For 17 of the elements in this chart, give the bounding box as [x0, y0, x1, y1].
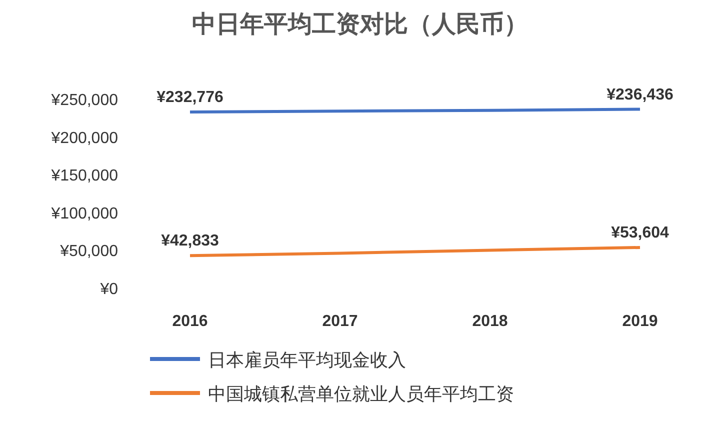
x-tick-label: 2018 [472, 313, 508, 330]
chart-title: 中日年平均工资对比（人民币） [192, 11, 528, 38]
y-tick-label: ¥150,000 [50, 168, 118, 185]
x-tick-label: 2016 [172, 313, 208, 330]
x-tick-label: 2019 [622, 313, 658, 330]
data-label: ¥42,833 [161, 232, 220, 250]
legend-label: 中国城镇私营单位就业人员年平均工资 [208, 384, 514, 404]
y-tick-label: ¥250,000 [50, 92, 118, 109]
y-tick-label: ¥0 [99, 281, 118, 298]
x-tick-label: 2017 [322, 313, 358, 330]
data-label: ¥53,604 [611, 224, 670, 242]
y-tick-label: ¥100,000 [50, 205, 118, 222]
y-tick-label: ¥200,000 [50, 130, 118, 147]
y-tick-label: ¥50,000 [59, 243, 118, 260]
data-label: ¥236,436 [606, 86, 674, 104]
data-label: ¥232,776 [156, 89, 224, 106]
legend-label: 日本雇员年平均现金收入 [208, 350, 406, 370]
